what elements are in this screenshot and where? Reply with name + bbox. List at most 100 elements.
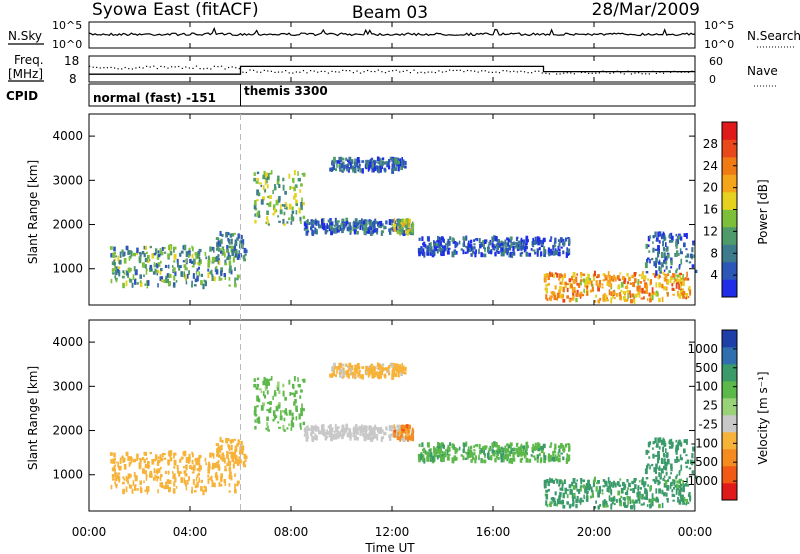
- power-echo: [364, 163, 367, 169]
- colorbar-frame: [721, 329, 738, 501]
- power-echo: [303, 227, 306, 231]
- power-echo: [288, 217, 291, 221]
- colorbar-tick-label: 20: [703, 181, 718, 195]
- velocity-echo: [256, 383, 260, 387]
- power-echo: [553, 294, 556, 301]
- freq-label: Freq.: [14, 53, 44, 67]
- velocity-echo: [389, 437, 391, 441]
- nave-point: [245, 71, 247, 74]
- velocity-echo: [167, 459, 170, 465]
- power-echo: [654, 292, 658, 296]
- power-echo: [525, 251, 529, 257]
- nave-point: [174, 66, 176, 68]
- power-echo: [371, 161, 373, 168]
- nave-point: [584, 71, 586, 73]
- power-echo: [660, 234, 663, 240]
- velocity-echo: [562, 447, 566, 452]
- velocity-echo: [189, 464, 192, 469]
- velocity-echo: [336, 366, 339, 370]
- nave-point: [231, 66, 233, 68]
- power-echo: [667, 273, 670, 276]
- velocity-echo: [338, 432, 341, 437]
- velocity-echo: [231, 439, 235, 443]
- power-echo: [532, 249, 536, 252]
- power-echo: [185, 277, 187, 282]
- power-echo: [531, 241, 535, 245]
- velocity-echo: [240, 440, 243, 445]
- velocity-echo: [556, 498, 560, 505]
- velocity-echo: [592, 493, 594, 498]
- power-echo: [623, 295, 626, 301]
- velocity-echo: [177, 467, 179, 474]
- velocity-echo: [677, 496, 679, 503]
- velocity-echo: [113, 465, 115, 471]
- power-echo: [572, 272, 576, 278]
- velocity-echo: [335, 436, 338, 440]
- velocity-echo: [388, 371, 391, 376]
- velocity-echo: [637, 498, 640, 501]
- power-echo: [652, 272, 655, 276]
- power-echo: [503, 248, 506, 254]
- power-echo: [652, 247, 655, 253]
- power-echo: [467, 248, 469, 254]
- velocity-echo: [655, 463, 658, 470]
- velocity-echo: [166, 484, 169, 490]
- colorbar-tick-label: 28: [703, 137, 718, 151]
- power-echo: [401, 162, 405, 166]
- velocity-echo: [384, 432, 387, 435]
- velocity-echo: [575, 482, 578, 489]
- power-echo: [253, 172, 256, 176]
- power-echo: [370, 157, 374, 160]
- velocity-echo: [634, 484, 637, 490]
- frequency-series-line: [89, 65, 695, 75]
- power-echo: [543, 253, 546, 257]
- power-echo: [348, 222, 352, 228]
- power-echo: [234, 241, 238, 247]
- velocity-echo: [630, 505, 633, 510]
- velocity-echo: [283, 410, 286, 413]
- power-echo: [376, 228, 379, 233]
- cpid-label: CPID: [6, 89, 38, 103]
- velocity-echo: [273, 414, 276, 420]
- power-echo: [234, 277, 236, 284]
- nave-point: [395, 69, 397, 71]
- power-echo: [595, 294, 597, 298]
- velocity-echo: [123, 464, 127, 470]
- nave-point: [470, 70, 472, 72]
- power-echo: [111, 272, 115, 275]
- power-echo: [568, 299, 572, 303]
- velocity-echo: [229, 439, 233, 444]
- velocity-echo: [243, 464, 247, 468]
- power-echo: [552, 244, 555, 250]
- site-title: Syowa East (fitACF): [92, 0, 259, 20]
- power-echo: [422, 248, 425, 253]
- power-echo: [471, 250, 474, 255]
- power-echo: [402, 230, 406, 236]
- power-echo: [649, 298, 652, 303]
- power-echo: [353, 229, 357, 235]
- power-echo: [566, 247, 568, 253]
- velocity-echo: [326, 429, 328, 436]
- velocity-echo: [254, 406, 257, 412]
- power-echo: [367, 166, 371, 171]
- power-echo: [335, 230, 338, 234]
- power-echo: [595, 280, 598, 286]
- power-echo: [650, 279, 652, 285]
- power-echo: [349, 225, 352, 230]
- power-echo: [500, 243, 503, 246]
- velocity-echo: [579, 486, 582, 492]
- power-echo: [680, 258, 683, 265]
- velocity-echo: [405, 424, 409, 429]
- velocity-echo: [118, 465, 122, 471]
- velocity-echo: [550, 454, 552, 459]
- velocity-echo: [391, 432, 395, 435]
- velocity-echo: [302, 378, 306, 383]
- power-echo: [185, 258, 188, 264]
- power-echo: [693, 254, 695, 258]
- power-echo: [603, 274, 607, 278]
- velocity-echo: [474, 458, 477, 464]
- velocity-echo: [159, 476, 162, 481]
- power-echo: [496, 245, 499, 250]
- power-echo: [143, 274, 145, 277]
- velocity-echo: [371, 429, 374, 435]
